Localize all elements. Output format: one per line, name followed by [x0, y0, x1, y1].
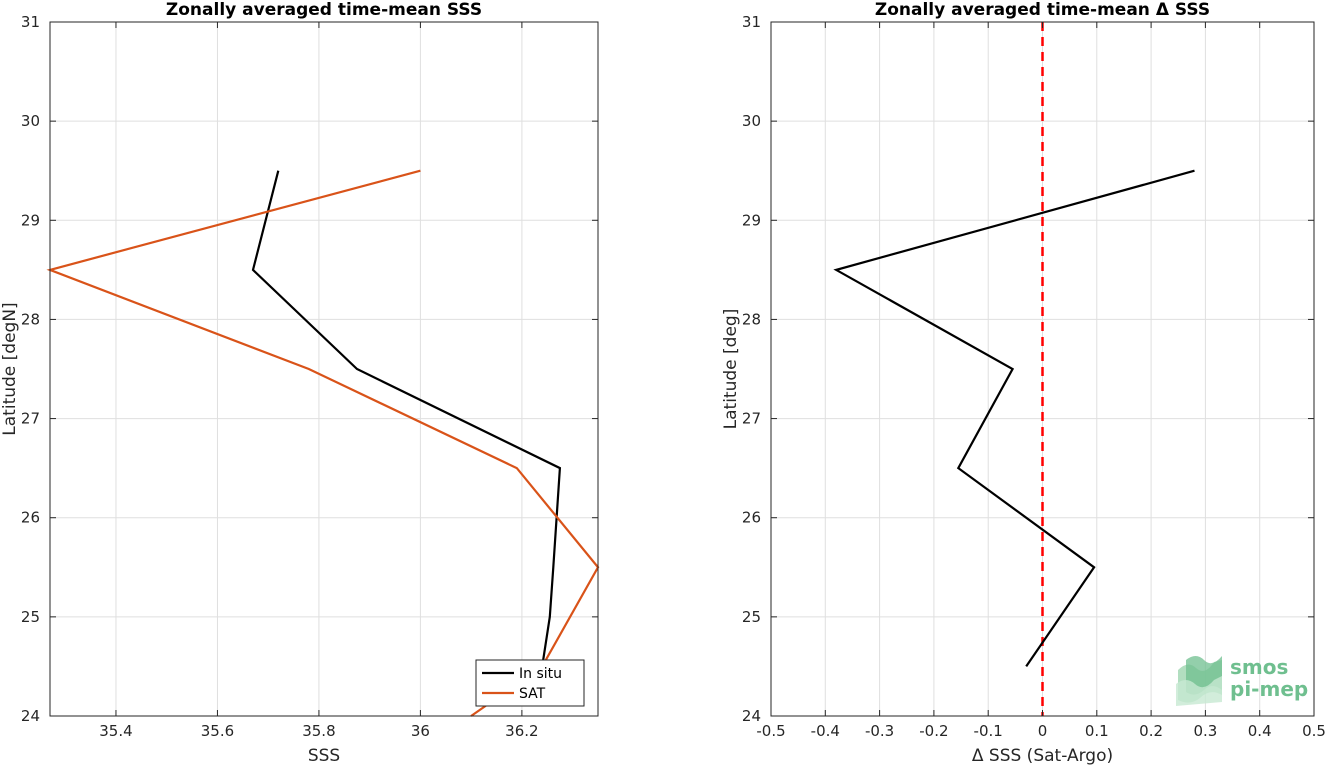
x-tick-label: 35.4 [99, 722, 132, 740]
x-tick-label: -0.5 [756, 722, 785, 740]
x-tick-label: 35.8 [302, 722, 335, 740]
x-tick-label: 0 [1038, 722, 1048, 740]
delta-sss-panel: -0.5 -0.4 -0.3 -0.2 -0.1 0 0.1 0.2 0.3 0.4 0.5 24 25… [721, 0, 1326, 765]
y-tick-label: 25 [21, 608, 40, 626]
x-tick-label: 0.1 [1085, 722, 1109, 740]
y-tick-label: 30 [21, 112, 40, 130]
x-axis-label: Δ SSS (Sat-Argo) [972, 746, 1113, 765]
y-tick-label: 27 [742, 410, 761, 428]
legend-box [475, 659, 585, 707]
x-tick-label: 0.4 [1248, 722, 1272, 740]
y-tick-label: 29 [21, 211, 40, 229]
y-axis-label: Latitude [deg] [721, 309, 741, 430]
y-tick-label: 30 [742, 112, 761, 130]
y-tick-label: 25 [742, 608, 761, 626]
y-axis-label: Latitude [degN] [0, 302, 20, 435]
x-tick-label: -0.1 [974, 722, 1003, 740]
plot-area [50, 22, 598, 716]
x-tick-label: 0.5 [1302, 722, 1326, 740]
y-tick-label: 26 [742, 509, 761, 527]
x-tick-label: -0.4 [811, 722, 840, 740]
y-tick-label: 31 [742, 13, 761, 31]
x-tick-label: 35.6 [201, 722, 234, 740]
y-tick-label: 24 [21, 707, 40, 725]
smos-pi-mep-logo: smos pi-mep [1176, 655, 1308, 706]
y-tick-label: 29 [742, 211, 761, 229]
y-tick-label: 28 [742, 310, 761, 328]
x-axis-label: SSS [308, 746, 340, 765]
logo-text-line2: pi-mep [1230, 677, 1308, 701]
x-tick-label: 0.2 [1139, 722, 1163, 740]
y-tick-label: 27 [21, 410, 40, 428]
x-tick-label: 0.3 [1193, 722, 1217, 740]
series-line-0 [833, 169, 1195, 668]
x-tick-label: 36.2 [505, 722, 538, 740]
logo-text-line1: smos [1230, 655, 1288, 679]
series-line-in-situ [251, 170, 562, 667]
logo-wave-icon [1176, 656, 1222, 706]
chart-title: Zonally averaged time-mean SSS [166, 0, 482, 20]
axes-box [49, 21, 599, 717]
legend-entry-label: SAT [519, 686, 546, 702]
legend-entry-label: In situ [519, 666, 562, 682]
y-tick-label: 31 [21, 13, 40, 31]
y-tick-label: 28 [21, 310, 40, 328]
x-tick-label: 36 [411, 722, 430, 740]
x-tick-label: -0.2 [919, 722, 948, 740]
x-tick-label: -0.3 [865, 722, 894, 740]
sss-panel: 35.4 35.6 35.8 36 36.2 24 25 26 27 28 29 30 31 Zonall… [0, 0, 600, 765]
chart-title: Zonally averaged time-mean Δ SSS [875, 0, 1210, 20]
y-tick-label: 26 [21, 509, 40, 527]
y-tick-label: 24 [742, 707, 761, 725]
